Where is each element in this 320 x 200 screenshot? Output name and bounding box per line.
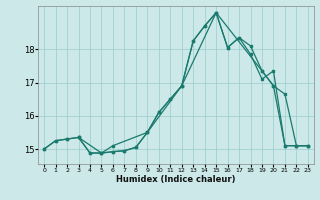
X-axis label: Humidex (Indice chaleur): Humidex (Indice chaleur): [116, 175, 236, 184]
